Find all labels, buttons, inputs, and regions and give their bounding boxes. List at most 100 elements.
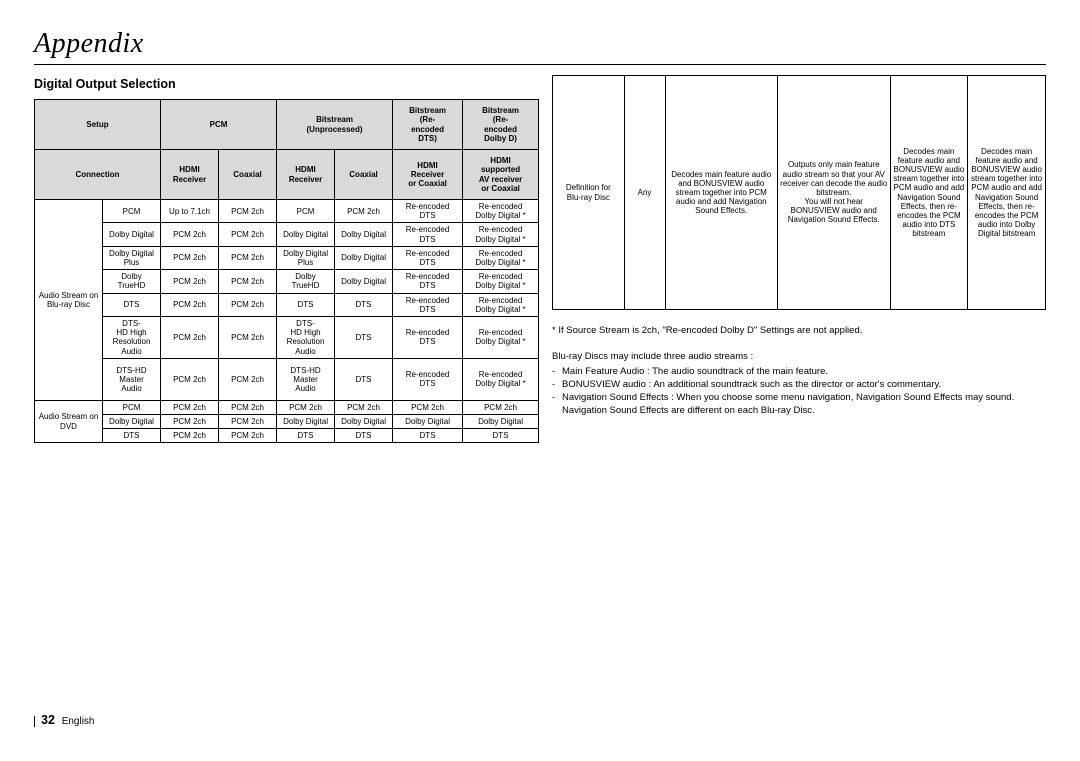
cell: DTS — [335, 429, 393, 443]
note-item: BONUSVIEW audio : An additional soundtra… — [552, 379, 1046, 392]
table-row: DTSPCM 2chPCM 2chDTSDTSRe-encodedDTSRe-e… — [35, 293, 539, 316]
cell: PCM — [277, 200, 335, 223]
notes-lead: Blu-ray Discs may include three audio st… — [552, 351, 1046, 364]
cell: DTS-HDMasterAudio — [103, 358, 161, 400]
cell: DolbyTrueHD — [103, 270, 161, 293]
hdr-coaxial-2: Coaxial — [335, 150, 393, 200]
cell: Re-encodedDTS — [393, 270, 463, 293]
cell: PCM 2ch — [161, 415, 219, 429]
def-col-2: Outputs only main feature audio stream s… — [778, 76, 891, 310]
output-selection-table: Setup PCM Bitstream(Unprocessed) Bitstre… — [34, 99, 539, 443]
cell: DTS — [277, 293, 335, 316]
cell: DTS-HD HighResolutionAudio — [277, 316, 335, 358]
hdr-hdmi-receiver: HDMIReceiver — [161, 150, 219, 200]
hdr-hdmi-supported: HDMIsupportedAV receiveror Coaxial — [463, 150, 539, 200]
cell: Dolby Digital — [103, 223, 161, 246]
cell: DTS — [335, 316, 393, 358]
page-footer: 32 English — [34, 713, 95, 727]
cell: Dolby DigitalPlus — [277, 246, 335, 269]
hdr-hdmi-receiver-2: HDMIReceiver — [277, 150, 335, 200]
cell: PCM 2ch — [219, 200, 277, 223]
table-row: DolbyTrueHDPCM 2chPCM 2chDolbyTrueHDDolb… — [35, 270, 539, 293]
hdr-connection: Connection — [35, 150, 161, 200]
hdr-hdmi-or-coax: HDMIReceiveror Coaxial — [393, 150, 463, 200]
table-row: Dolby DigitalPCM 2chPCM 2chDolby Digital… — [35, 223, 539, 246]
cell: PCM — [103, 400, 161, 414]
cell: DTS — [103, 429, 161, 443]
cell: Dolby Digital — [277, 415, 335, 429]
group-label-bluray: Audio Stream onBlu-ray Disc — [35, 200, 103, 401]
def-col-1: Decodes main feature audio and BONUSVIEW… — [665, 76, 778, 310]
cell: PCM 2ch — [161, 223, 219, 246]
def-label: Definition forBlu-ray Disc — [553, 76, 625, 310]
table-row: DTSPCM 2chPCM 2chDTSDTSDTSDTS — [35, 429, 539, 443]
cell: Re-encodedDolby Digital * — [463, 223, 539, 246]
cell: PCM 2ch — [219, 316, 277, 358]
cell: PCM 2ch — [219, 429, 277, 443]
title-section: Appendix — [34, 28, 1046, 65]
cell: Re-encodedDTS — [393, 246, 463, 269]
cell: Dolby Digital — [463, 415, 539, 429]
hdr-coaxial: Coaxial — [219, 150, 277, 200]
hdr-bitstream-dts: Bitstream(Re-encodedDTS) — [393, 100, 463, 150]
cell: DTS — [335, 358, 393, 400]
cell: PCM 2ch — [335, 400, 393, 414]
cell: PCM 2ch — [161, 400, 219, 414]
cell: PCM 2ch — [219, 270, 277, 293]
section-subtitle: Digital Output Selection — [34, 77, 538, 91]
cell: Re-encodedDTS — [393, 316, 463, 358]
cell: DTS-HD HighResolutionAudio — [103, 316, 161, 358]
cell: Dolby Digital — [335, 223, 393, 246]
cell: Dolby Digital — [393, 415, 463, 429]
note-item: Navigation Sound Effects : When you choo… — [552, 392, 1046, 418]
cell: Up to 7.1ch — [161, 200, 219, 223]
footnote: * If Source Stream is 2ch, "Re-encoded D… — [552, 324, 1046, 337]
table-header-row: Connection HDMIReceiver Coaxial HDMIRece… — [35, 150, 539, 200]
note-item: Main Feature Audio : The audio soundtrac… — [552, 366, 1046, 379]
cell: PCM 2ch — [219, 223, 277, 246]
hdr-setup: Setup — [35, 100, 161, 150]
hdr-bitstream-dolbyd: Bitstream(Re-encodedDolby D) — [463, 100, 539, 150]
table-row: Dolby DigitalPlusPCM 2chPCM 2chDolby Dig… — [35, 246, 539, 269]
cell: PCM 2ch — [161, 270, 219, 293]
cell: PCM 2ch — [219, 246, 277, 269]
table-row: Audio Stream onDVD PCMPCM 2chPCM 2chPCM … — [35, 400, 539, 414]
cell: PCM 2ch — [219, 400, 277, 414]
cell: Re-encodedDTS — [393, 358, 463, 400]
cell: PCM 2ch — [161, 429, 219, 443]
table-row: Definition forBlu-ray Disc Any Decodes m… — [553, 76, 1046, 310]
table-row: Dolby DigitalPCM 2chPCM 2chDolby Digital… — [35, 415, 539, 429]
cell: DTS — [277, 429, 335, 443]
cell: PCM 2ch — [161, 358, 219, 400]
cell: PCM 2ch — [219, 358, 277, 400]
table-row: DTS-HDMasterAudioPCM 2chPCM 2chDTS-HDMas… — [35, 358, 539, 400]
page-title: Appendix — [34, 28, 144, 59]
cell: Re-encodedDTS — [393, 293, 463, 316]
cell: PCM 2ch — [335, 200, 393, 223]
cell: Re-encodedDolby Digital * — [463, 200, 539, 223]
cell: Re-encodedDolby Digital * — [463, 270, 539, 293]
cell: PCM 2ch — [161, 293, 219, 316]
def-col-4: Decodes main feature audio and BONUSVIEW… — [968, 76, 1046, 310]
cell: DolbyTrueHD — [277, 270, 335, 293]
table-row: Audio Stream onBlu-ray Disc PCM Up to 7.… — [35, 200, 539, 223]
cell: PCM 2ch — [161, 316, 219, 358]
page-lang: English — [62, 716, 95, 727]
cell: Re-encodedDTS — [393, 200, 463, 223]
group-label-dvd: Audio Stream onDVD — [35, 400, 103, 443]
cell: DTS — [463, 429, 539, 443]
cell: PCM 2ch — [161, 246, 219, 269]
cell: Dolby Digital — [103, 415, 161, 429]
definition-table: Definition forBlu-ray Disc Any Decodes m… — [552, 75, 1046, 310]
notes-block: Blu-ray Discs may include three audio st… — [552, 351, 1046, 417]
cell: PCM 2ch — [219, 293, 277, 316]
cell: Dolby Digital — [335, 270, 393, 293]
cell: PCM 2ch — [219, 415, 277, 429]
table-row: DTS-HD HighResolutionAudioPCM 2chPCM 2ch… — [35, 316, 539, 358]
hdr-pcm: PCM — [161, 100, 277, 150]
cell: DTS — [103, 293, 161, 316]
cell: Re-encodedDolby Digital * — [463, 316, 539, 358]
cell: Dolby Digital — [335, 246, 393, 269]
cell: Re-encodedDolby Digital * — [463, 246, 539, 269]
cell: PCM 2ch — [393, 400, 463, 414]
